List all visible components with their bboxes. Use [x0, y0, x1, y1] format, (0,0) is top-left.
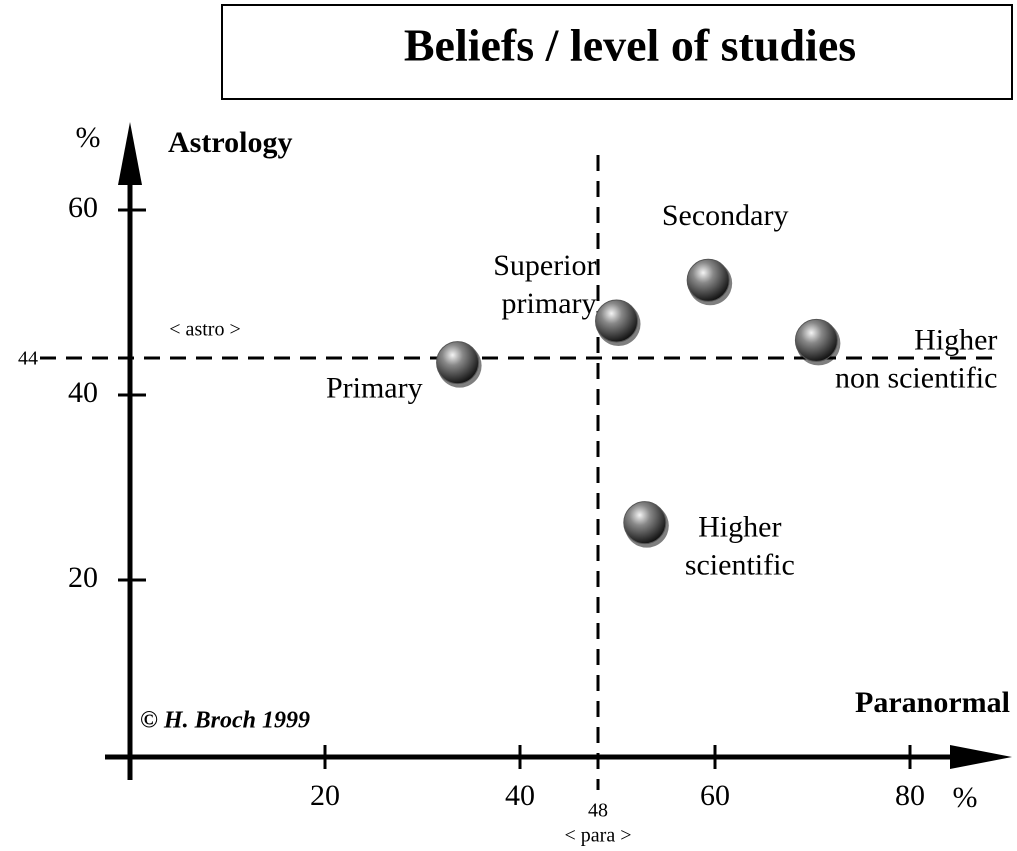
- x-tick-label: 60: [700, 779, 730, 812]
- y-tick-label: 20: [68, 561, 98, 594]
- x-tick-label: 80: [895, 779, 925, 812]
- y-unit: %: [76, 121, 101, 154]
- point-label: non scientific: [835, 361, 997, 394]
- point-label: Higher: [914, 323, 997, 356]
- y-tick-label: 60: [68, 191, 98, 224]
- credit: © H. Broch 1999: [140, 708, 310, 734]
- reference-value: 44: [18, 348, 38, 370]
- point-label: Secondary: [662, 199, 789, 232]
- point-label: Superior: [493, 249, 596, 282]
- x-tick-label: 20: [310, 779, 340, 812]
- point-label: primary: [502, 287, 597, 320]
- point: [794, 318, 838, 362]
- point: [436, 341, 480, 385]
- y-tick-label: 40: [68, 376, 98, 409]
- y-axis-title: Astrology: [168, 126, 292, 159]
- reference-label: < para >: [565, 825, 632, 847]
- title-box: [221, 4, 1013, 100]
- x-tick-label: 40: [505, 779, 535, 812]
- chart-title: Beliefs / level of studies: [404, 20, 856, 71]
- point: [686, 258, 730, 302]
- reference-label: < astro >: [169, 319, 240, 341]
- reference-value: 48: [588, 800, 608, 822]
- y-arrow: [118, 122, 142, 185]
- point: [623, 501, 667, 545]
- point: [595, 299, 639, 343]
- point-label: scientific: [685, 549, 795, 582]
- x-arrow: [950, 745, 1012, 769]
- x-axis-title: Paranormal: [855, 686, 1010, 719]
- point-label: Primary: [326, 372, 423, 405]
- x-unit: %: [953, 781, 978, 814]
- point-label: Higher: [698, 511, 781, 544]
